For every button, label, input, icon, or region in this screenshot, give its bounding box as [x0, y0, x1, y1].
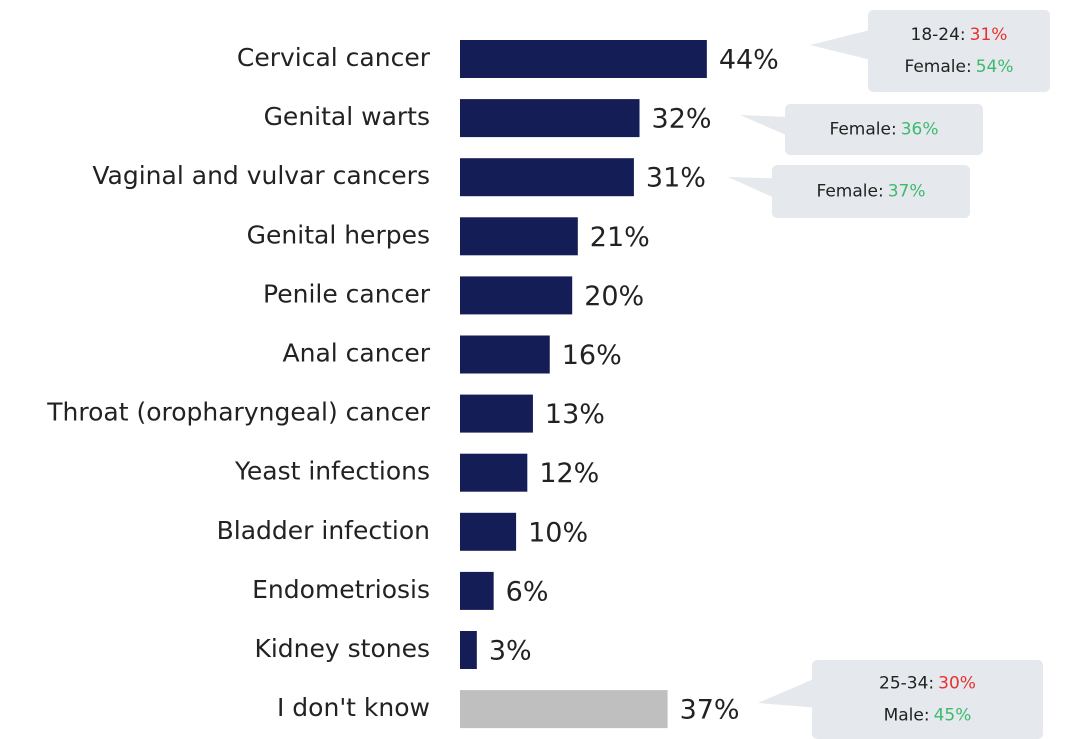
- value-label: 3%: [489, 636, 532, 667]
- bar: [460, 335, 550, 374]
- category-label: Throat (oropharyngeal) cancer: [46, 398, 430, 427]
- bar: [460, 217, 578, 256]
- callout: Female: 36%: [740, 104, 983, 155]
- bar: [460, 631, 477, 669]
- category-label: Vaginal and vulvar cancers: [92, 161, 430, 190]
- value-label: 31%: [646, 163, 706, 194]
- callout: Female: 37%: [728, 165, 970, 218]
- bar: [460, 571, 494, 610]
- bar: [460, 690, 668, 729]
- category-label: Genital warts: [264, 102, 430, 131]
- callout-line: 18-24: 31%: [911, 25, 1008, 45]
- category-label: Endometriosis: [252, 575, 430, 604]
- callout-label: Male:: [884, 706, 930, 726]
- value-label: 10%: [528, 517, 588, 548]
- value-label: 12%: [539, 458, 599, 489]
- bar: [460, 99, 640, 138]
- callout-value: 54%: [976, 57, 1014, 77]
- callout-value: 36%: [901, 120, 939, 140]
- value-label: 6%: [506, 576, 549, 607]
- callout-value: 30%: [938, 674, 976, 694]
- value-label: 37%: [680, 695, 740, 726]
- bar: [460, 394, 533, 433]
- value-label: 32%: [652, 104, 712, 135]
- category-label: Penile cancer: [263, 279, 431, 308]
- callout-label: 18-24:: [911, 25, 966, 45]
- bar: [460, 453, 528, 492]
- value-label: 13%: [545, 399, 605, 430]
- callout-label: Female:: [905, 57, 972, 77]
- callout-line: Male: 45%: [884, 706, 972, 726]
- callout-line: 25-34: 30%: [879, 674, 976, 694]
- callout-line: Female: 36%: [830, 120, 939, 140]
- bar: [460, 158, 634, 197]
- callout-line: Female: 37%: [817, 182, 926, 202]
- bar: [460, 40, 707, 78]
- category-label: I don't know: [277, 693, 430, 722]
- category-label: Cervical cancer: [237, 43, 431, 72]
- callout-box: [740, 104, 983, 155]
- callout-box: [810, 10, 1050, 92]
- callout-value: 31%: [970, 25, 1008, 45]
- callout: 18-24: 31% Female: 54%: [810, 10, 1050, 92]
- value-label: 20%: [584, 281, 644, 312]
- callout: 25-34: 30% Male: 45%: [758, 660, 1043, 739]
- callout-label: Female:: [830, 120, 897, 140]
- callout-line: Female: 54%: [905, 57, 1014, 77]
- callout-value: 37%: [888, 182, 926, 202]
- bar: [460, 512, 517, 551]
- callout-value: 45%: [934, 706, 972, 726]
- callout-label: Female:: [817, 182, 884, 202]
- callout-box: [728, 165, 970, 218]
- bar: [460, 276, 573, 315]
- value-label: 44%: [719, 45, 779, 76]
- value-label: 21%: [590, 222, 650, 253]
- category-label: Yeast infections: [234, 457, 430, 486]
- category-label: Genital herpes: [247, 220, 430, 249]
- category-label: Bladder infection: [217, 516, 430, 545]
- callout-label: 25-34:: [879, 674, 934, 694]
- value-label: 16%: [562, 340, 622, 371]
- category-label: Anal cancer: [283, 339, 431, 368]
- callout-box: [758, 660, 1043, 739]
- category-label: Kidney stones: [254, 634, 430, 663]
